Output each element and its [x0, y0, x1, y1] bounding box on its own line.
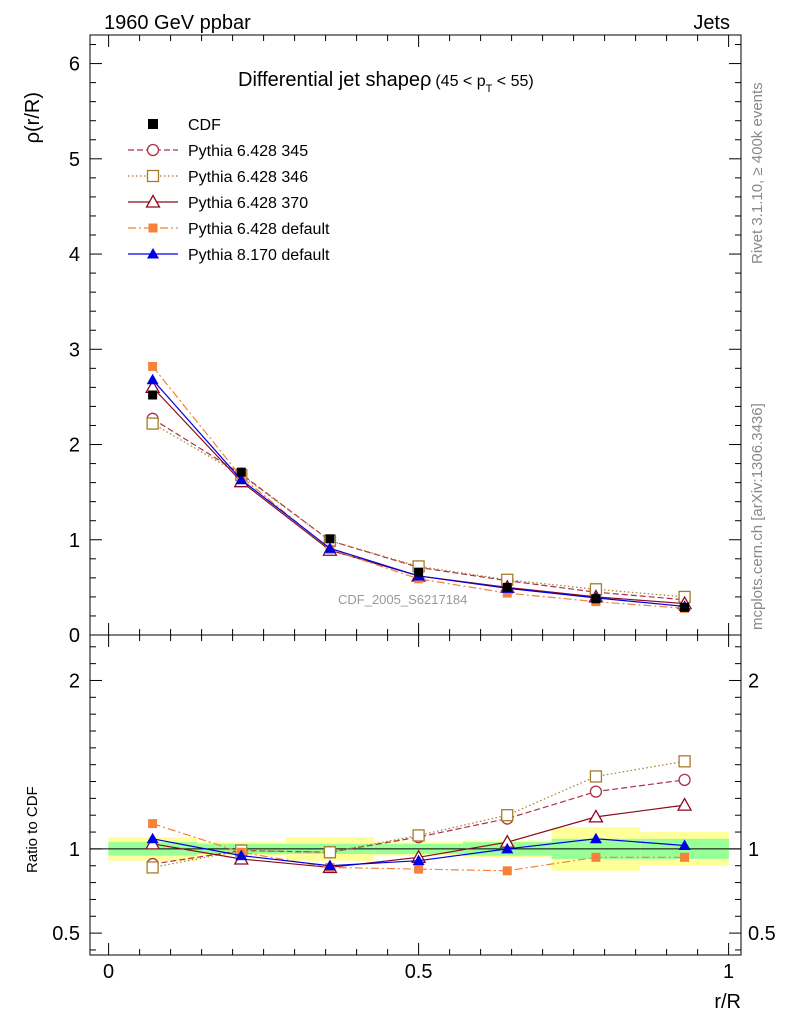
ratio-series-marker	[235, 849, 248, 861]
ratio-series-marker	[589, 832, 602, 844]
y-tick-label: 3	[69, 339, 80, 361]
ratio-series-marker	[502, 866, 512, 876]
plot-title-range-end: < 55)	[492, 73, 533, 90]
main-data-points	[148, 390, 690, 612]
ratio-y-tick-label-right: 0.5	[748, 923, 776, 945]
data-point	[414, 567, 424, 577]
y-tick-label: 2	[69, 435, 80, 457]
ratio-series-lines	[145, 755, 693, 876]
ratio-series-marker	[589, 770, 603, 783]
ratio-series-marker	[148, 819, 158, 829]
y-tick-label: 0	[69, 625, 80, 647]
legend-label-data: CDF	[188, 117, 221, 134]
ratio-series-marker	[412, 854, 425, 866]
legend-marker	[146, 169, 160, 183]
analysis-watermark: CDF_2005_S6217184	[338, 592, 467, 607]
ratio-y-tick-label: 0.5	[52, 923, 80, 945]
legend-label: Pythia 6.428 default	[188, 221, 330, 238]
legend-marker	[147, 248, 159, 259]
plot-title: Differential jet shapeρ (45 < pT < 55)	[238, 69, 534, 95]
plot-title-range-sub: T	[486, 83, 493, 95]
main-axis-ticks: 0 1 2 3 4 5 6	[69, 35, 741, 647]
y-tick-label: 5	[69, 149, 80, 171]
x-tick-label: 0.5	[405, 961, 433, 983]
plot-title-main: Differential jet shapeρ	[238, 69, 431, 91]
ratio-y-tick-label: 2	[69, 670, 80, 692]
mcplots-text: mcplots.cern.ch [arXiv:1306.3436]	[749, 403, 766, 630]
data-point	[236, 467, 246, 477]
ratio-y-tick-label-right: 1	[748, 839, 759, 861]
legend-label: Pythia 8.170 default	[188, 247, 330, 264]
series-marker	[146, 373, 159, 385]
ratio-series-marker	[501, 842, 514, 854]
ratio-series-marker	[501, 809, 514, 822]
ratio-series-marker	[588, 809, 604, 823]
ratio-series-marker	[680, 852, 690, 862]
series-marker	[235, 473, 248, 485]
legend-label: Pythia 6.428 370	[188, 195, 308, 212]
ratio-y-tick-label-right: 2	[748, 670, 759, 692]
ratio-series-marker	[678, 755, 691, 768]
y-axis-label: ρ(r/R)	[22, 92, 44, 143]
ratio-series-marker	[589, 785, 603, 798]
legend-label: Pythia 6.428 345	[188, 143, 308, 160]
header-energy: 1960 GeV ppbar	[104, 12, 251, 34]
y-tick-label: 4	[69, 244, 80, 266]
ratio-series-marker	[591, 852, 601, 862]
ratio-panel: 0 0.5 1 0.5 0.5 1 1 2 2 Ratio to CDF r/R	[24, 634, 776, 1013]
x-tick-label: 0	[103, 961, 114, 983]
ratio-y-tick-label: 1	[69, 839, 80, 861]
ratio-series-marker	[146, 861, 159, 874]
data-point	[325, 534, 335, 544]
ratio-series-marker	[678, 773, 691, 786]
ratio-series-marker	[414, 864, 424, 874]
series-marker	[323, 542, 336, 553]
x-axis-label: r/R	[714, 991, 741, 1013]
rivet-version-text: Rivet 3.1.10, ≥ 400k events	[749, 82, 766, 264]
ratio-series-marker	[678, 839, 691, 851]
y-tick-label: 1	[69, 530, 80, 552]
ratio-series-marker	[323, 859, 336, 871]
legend-marker-data	[148, 119, 158, 129]
data-point	[591, 594, 601, 604]
ratio-y-axis-label: Ratio to CDF	[24, 786, 41, 873]
data-point	[148, 390, 158, 400]
data-point	[502, 582, 512, 592]
legend-marker	[148, 223, 158, 233]
main-panel: 0 1 2 3 4 5 6 Differential jet shapeρ (45 < pT …	[22, 34, 742, 647]
y-tick-label: 6	[69, 54, 80, 76]
header-process: Jets	[693, 12, 730, 34]
legend: CDF Pythia 6.428 345 Pythia 6.428 346 Pythi…	[128, 117, 330, 264]
series-marker	[148, 361, 158, 371]
series-marker	[502, 588, 512, 598]
legend-marker	[145, 194, 161, 208]
ratio-series-marker	[323, 846, 337, 859]
ratio-axis-ticks: 0 0.5 1 0.5 0.5 1 1 2 2	[52, 635, 776, 983]
data-point	[680, 602, 690, 612]
x-tick-label: 1	[723, 961, 734, 983]
ratio-plot-frame	[89, 634, 742, 956]
series-marker	[146, 417, 159, 430]
plot-title-range: (45 < p	[435, 73, 485, 90]
legend-label: Pythia 6.428 346	[188, 169, 308, 186]
ratio-series-marker	[676, 797, 693, 811]
ratio-series-marker	[146, 832, 159, 844]
ratio-series-marker	[412, 829, 425, 842]
legend-marker	[146, 143, 160, 157]
